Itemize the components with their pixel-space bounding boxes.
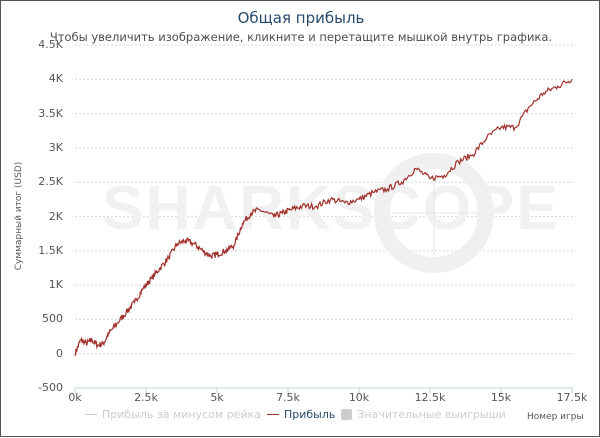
chart-title: Общая прибыль — [237, 9, 365, 27]
legend-label: Прибыль за минусом рейка — [102, 408, 261, 421]
box-swatch-icon — [341, 409, 353, 420]
x-tick-label: 7.5k — [276, 391, 300, 404]
line-swatch-icon — [266, 414, 279, 415]
y-tick-label: -500 — [38, 381, 63, 394]
legend: Прибыль за минусом рейка Прибыль Значите… — [85, 408, 506, 421]
legend-item-big-wins[interactable]: Значительные выигрыши — [341, 408, 506, 421]
x-tick-label: 17.5k — [556, 391, 588, 404]
profit-line[interactable] — [74, 79, 573, 356]
legend-item-rake-adjusted[interactable]: Прибыль за минусом рейка — [85, 408, 261, 421]
watermark-scope-icon — [374, 153, 494, 273]
x-tick-label: 0k — [68, 391, 82, 404]
line-swatch-icon — [85, 414, 97, 415]
y-tick-label: 1.5K — [38, 243, 63, 257]
x-axis-ticks — [74, 388, 573, 393]
legend-label: Значительные выигрыши — [357, 408, 506, 421]
x-tick-label: 15k — [490, 391, 512, 404]
y-tick-label: 1K — [48, 278, 63, 292]
legend-label: Прибыль — [283, 408, 336, 421]
x-tick-label: 12.5k — [414, 391, 446, 404]
x-tick-label: 10k — [348, 391, 370, 404]
y-tick-label: 2.5K — [38, 175, 63, 189]
x-axis-title: Номер игры — [527, 412, 584, 422]
y-tick-label: 0 — [56, 346, 63, 360]
grid-lines — [75, 44, 573, 355]
x-tick-label: 2.5k — [134, 391, 158, 404]
y-tick-label: 3.5K — [38, 106, 63, 120]
y-tick-label: 2K — [48, 209, 63, 223]
y-tick-label: 500 — [42, 312, 63, 326]
y-axis-title: Суммарный итог (USD) — [14, 161, 24, 271]
y-tick-label: 4K — [48, 72, 63, 86]
legend-item-profit[interactable]: Прибыль — [266, 408, 336, 421]
y-tick-label: 3K — [48, 140, 63, 154]
y-tick-label: 4.5K — [38, 38, 63, 51]
chart-subtitle: Чтобы увеличить изображение, кликните и … — [49, 30, 553, 44]
x-tick-label: 5k — [210, 391, 224, 404]
